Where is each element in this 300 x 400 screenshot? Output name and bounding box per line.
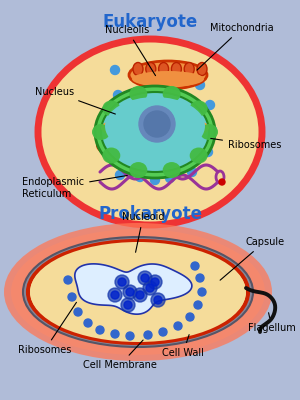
Ellipse shape (171, 62, 182, 76)
Ellipse shape (146, 62, 156, 76)
Text: Ribosomes: Ribosomes (211, 138, 281, 150)
Circle shape (126, 332, 134, 340)
Circle shape (144, 111, 170, 137)
Text: Nucleoid: Nucleoid (122, 212, 164, 252)
Ellipse shape (129, 61, 207, 89)
Ellipse shape (200, 124, 218, 140)
Circle shape (108, 288, 122, 302)
Circle shape (203, 148, 212, 156)
Circle shape (174, 322, 182, 330)
Circle shape (84, 319, 92, 327)
Ellipse shape (92, 124, 110, 140)
Ellipse shape (132, 71, 204, 87)
Text: Mitochondria: Mitochondria (197, 23, 274, 70)
Ellipse shape (97, 134, 139, 156)
Ellipse shape (190, 148, 208, 164)
Circle shape (181, 66, 190, 74)
Circle shape (141, 274, 149, 282)
Circle shape (151, 176, 160, 184)
Ellipse shape (197, 62, 207, 76)
Circle shape (78, 268, 86, 276)
Text: Prokaryote: Prokaryote (98, 205, 202, 223)
Circle shape (111, 291, 119, 299)
Ellipse shape (102, 148, 120, 164)
Polygon shape (75, 264, 192, 314)
Ellipse shape (163, 162, 181, 178)
Circle shape (159, 328, 167, 336)
Text: Eukaryote: Eukaryote (102, 13, 198, 31)
Circle shape (196, 274, 204, 282)
Circle shape (196, 80, 205, 90)
Circle shape (138, 271, 152, 285)
Circle shape (110, 66, 119, 74)
Ellipse shape (28, 241, 248, 343)
Text: Ribosomes: Ribosomes (18, 302, 76, 355)
Ellipse shape (190, 100, 208, 116)
Ellipse shape (23, 237, 253, 347)
Text: Nucleolis: Nucleolis (105, 25, 155, 76)
Circle shape (64, 276, 72, 284)
Circle shape (194, 301, 202, 309)
Ellipse shape (133, 62, 143, 76)
Ellipse shape (101, 92, 209, 172)
Circle shape (74, 308, 82, 316)
Circle shape (100, 120, 109, 130)
Circle shape (86, 266, 94, 274)
Ellipse shape (129, 86, 147, 102)
Ellipse shape (113, 137, 121, 147)
Ellipse shape (11, 229, 265, 355)
Text: Cell Wall: Cell Wall (162, 335, 204, 358)
Circle shape (115, 275, 129, 289)
Circle shape (144, 331, 152, 339)
Circle shape (206, 100, 214, 110)
Ellipse shape (129, 137, 137, 147)
Circle shape (146, 284, 154, 292)
Circle shape (118, 278, 126, 286)
Circle shape (123, 285, 137, 299)
Circle shape (136, 291, 144, 299)
Circle shape (208, 126, 217, 134)
Circle shape (126, 288, 134, 296)
Ellipse shape (102, 100, 120, 116)
Circle shape (188, 168, 196, 176)
Circle shape (219, 179, 225, 185)
Text: Capsule: Capsule (220, 237, 284, 280)
Text: Flagellum: Flagellum (248, 313, 296, 333)
Circle shape (68, 293, 76, 301)
Ellipse shape (129, 162, 147, 178)
Ellipse shape (97, 137, 105, 147)
Ellipse shape (95, 86, 215, 178)
Ellipse shape (159, 62, 169, 76)
Circle shape (186, 313, 194, 321)
Text: Endoplasmic
Reticulum: Endoplasmic Reticulum (22, 176, 127, 199)
Ellipse shape (4, 223, 272, 361)
Circle shape (166, 174, 175, 182)
Ellipse shape (38, 39, 262, 225)
Circle shape (151, 293, 165, 307)
Circle shape (136, 172, 145, 182)
Circle shape (148, 275, 162, 289)
Ellipse shape (101, 114, 209, 142)
Circle shape (143, 281, 157, 295)
Circle shape (124, 301, 132, 309)
Circle shape (151, 278, 159, 286)
Ellipse shape (105, 97, 205, 155)
Circle shape (154, 296, 162, 304)
Ellipse shape (163, 86, 181, 102)
Ellipse shape (30, 242, 246, 342)
Text: Cell Membrane: Cell Membrane (83, 340, 157, 370)
Circle shape (113, 90, 122, 100)
Circle shape (103, 148, 112, 156)
Ellipse shape (184, 62, 194, 76)
Text: Nucleus: Nucleus (35, 87, 116, 114)
Circle shape (111, 330, 119, 338)
Circle shape (191, 262, 199, 270)
Circle shape (133, 288, 147, 302)
Circle shape (198, 288, 206, 296)
Circle shape (121, 298, 135, 312)
Circle shape (96, 326, 104, 334)
Circle shape (116, 170, 124, 180)
Circle shape (139, 106, 175, 142)
